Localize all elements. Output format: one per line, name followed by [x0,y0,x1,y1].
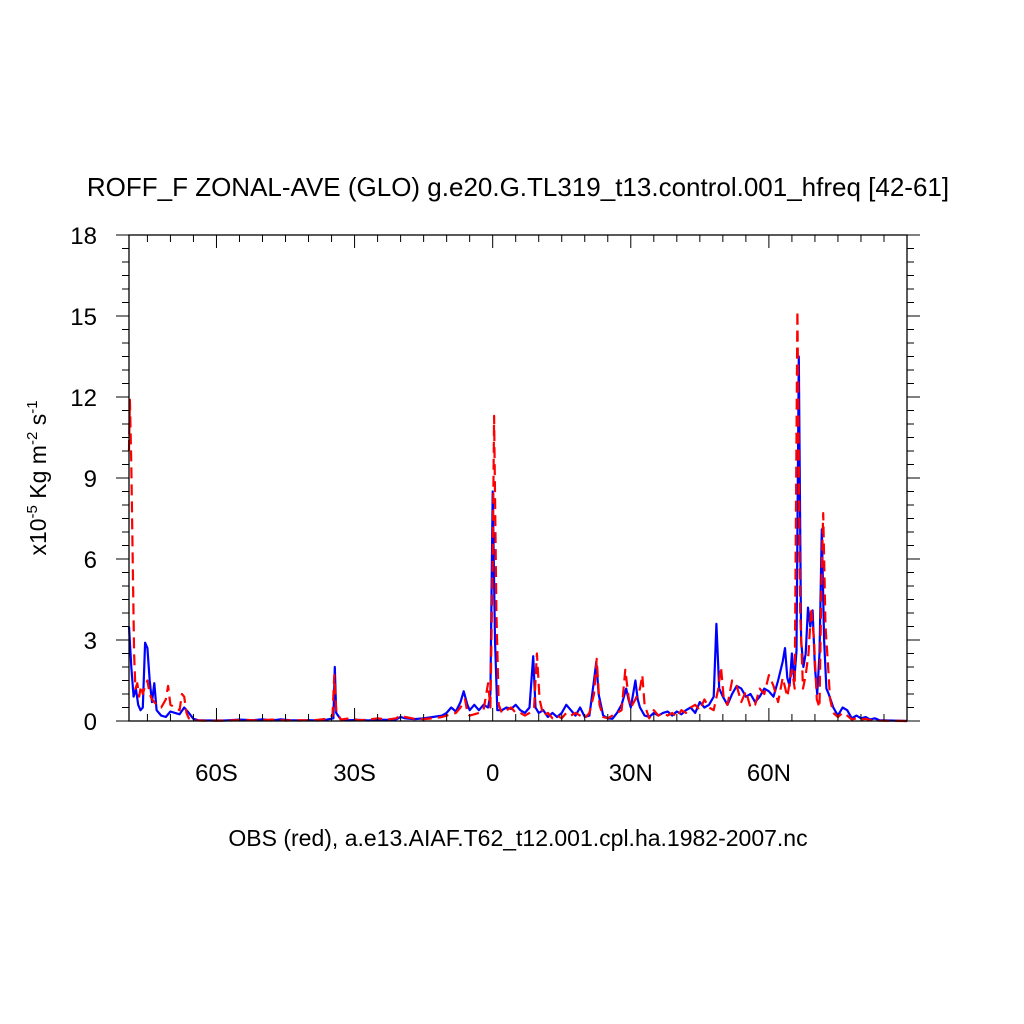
x-axis-label: OBS (red), a.e13.AIAF.T62_t12.001.cpl.ha… [228,825,807,851]
y-axis-label-prefix: x10 [25,518,51,555]
x-tick-label: 0 [486,760,499,787]
x-tick-label: 30N [609,760,653,787]
y-tick-label: 9 [84,466,97,493]
x-tick-label: 30S [333,760,376,787]
y-axis-label-exp1: -5 [24,505,41,518]
y-axis-label-mid: Kg m [25,445,51,505]
y-axis-label-exp3: -1 [24,400,41,413]
series-line-0 [127,355,908,723]
ticks-layer [116,234,920,722]
series-layer [127,309,908,723]
plot-area: 0 3 6 9 12 15 18 60S 30S 0 30N 60N [70,223,920,787]
plot-frame [128,234,908,722]
chart-title: ROFF_F ZONAL-AVE (GLO) g.e20.G.TL319_t13… [87,172,949,202]
x-tick-label: 60S [195,760,238,787]
y-axis-label-mid2: s [25,414,51,432]
y-tick-label: 6 [84,547,97,574]
x-tick-label: 60N [747,760,791,787]
y-tick-label: 12 [70,385,97,412]
y-tick-label: 18 [70,223,97,250]
y-axis-label: x10-5 Kg m-2 s-1 [24,400,51,555]
y-axis-label-exp2: -2 [24,432,41,445]
series-line-1 [127,309,908,723]
y-tick-label: 3 [84,628,97,655]
y-tick-label: 15 [70,304,97,331]
y-tick-label: 0 [84,709,97,736]
tick-labels-layer: 0 3 6 9 12 15 18 60S 30S 0 30N 60N [70,223,791,787]
